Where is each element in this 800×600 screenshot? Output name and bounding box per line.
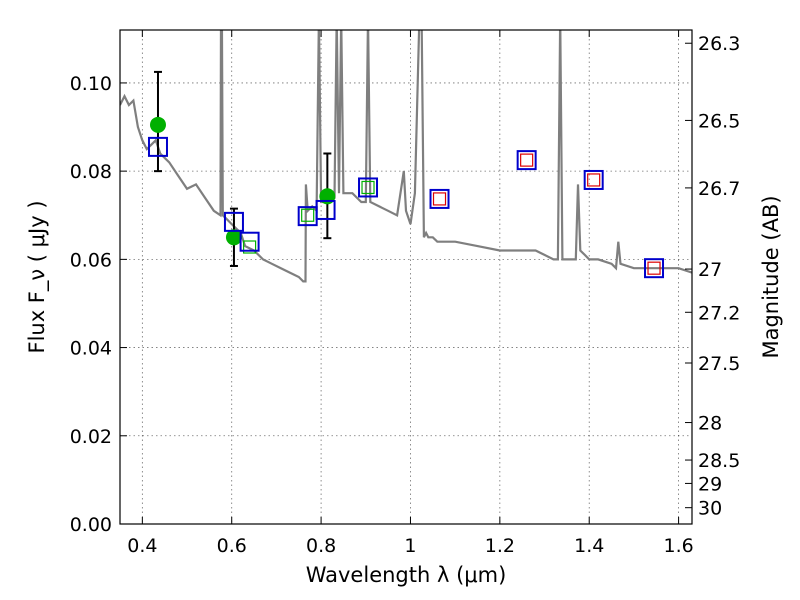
y-tick-label: 0.06 [70, 249, 112, 271]
model-square [429, 188, 450, 209]
right-tick-label: 26.3 [698, 33, 740, 55]
red-band-square [647, 261, 661, 275]
observed-point [149, 116, 166, 133]
inner-squares [242, 153, 661, 275]
model-squares [147, 136, 665, 279]
right-tick-label: 28.5 [698, 450, 740, 472]
y-tick-label: 0.04 [70, 338, 112, 360]
model-square [358, 177, 379, 198]
y-tick-label: 0.10 [70, 73, 112, 95]
model-square [516, 150, 537, 171]
green-band-square [301, 208, 315, 222]
y-axis-right-label: Magnitude (AB) [759, 195, 783, 358]
observed-point [225, 229, 242, 246]
x-tick-label: 0.8 [306, 535, 336, 557]
right-tick-label: 29 [698, 473, 722, 495]
x-tick-label: 1.4 [574, 535, 604, 557]
x-tick-label: 1.6 [663, 535, 693, 557]
right-tick-label: 28 [698, 413, 722, 435]
right-tick-label: 27 [698, 259, 722, 281]
sed-model-line [120, 30, 692, 283]
y-tick-label: 0.00 [70, 514, 112, 536]
right-tick-label: 30 [698, 498, 722, 520]
red-band-square [432, 192, 447, 206]
plot-frame [119, 29, 693, 525]
model-square [644, 258, 665, 279]
y-tick-label: 0.02 [70, 426, 112, 448]
plot-area [120, 30, 692, 283]
axis-ticks: 0.4 0.6 0.8 1 1.2 1.4 1.6 0.00 0.02 0.04 0.06 0.08 0… [70, 30, 740, 557]
model-square [147, 136, 168, 157]
right-tick-label: 26.7 [698, 178, 740, 200]
green-band-square [242, 240, 257, 254]
red-band-square [520, 153, 534, 167]
model-square [315, 199, 336, 220]
y-axis-label: Flux F_ν ( μJy ) [25, 200, 50, 353]
right-tick-label: 26.5 [698, 110, 740, 132]
model-square [583, 169, 604, 190]
x-tick-label: 0.6 [217, 535, 247, 557]
y-tick-label: 0.08 [70, 161, 112, 183]
grid [120, 30, 692, 525]
x-tick-label: 1.2 [485, 535, 515, 557]
x-tick-label: 0.4 [127, 535, 157, 557]
x-axis-label: Wavelength λ (μm) [306, 563, 507, 587]
x-tick-label: 1 [404, 535, 416, 557]
right-tick-label: 27.2 [698, 302, 740, 324]
model-square [223, 211, 244, 232]
green-band-square [361, 180, 375, 195]
model-square [239, 231, 260, 252]
red-band-square [587, 173, 601, 187]
right-tick-label: 27.5 [698, 353, 740, 375]
